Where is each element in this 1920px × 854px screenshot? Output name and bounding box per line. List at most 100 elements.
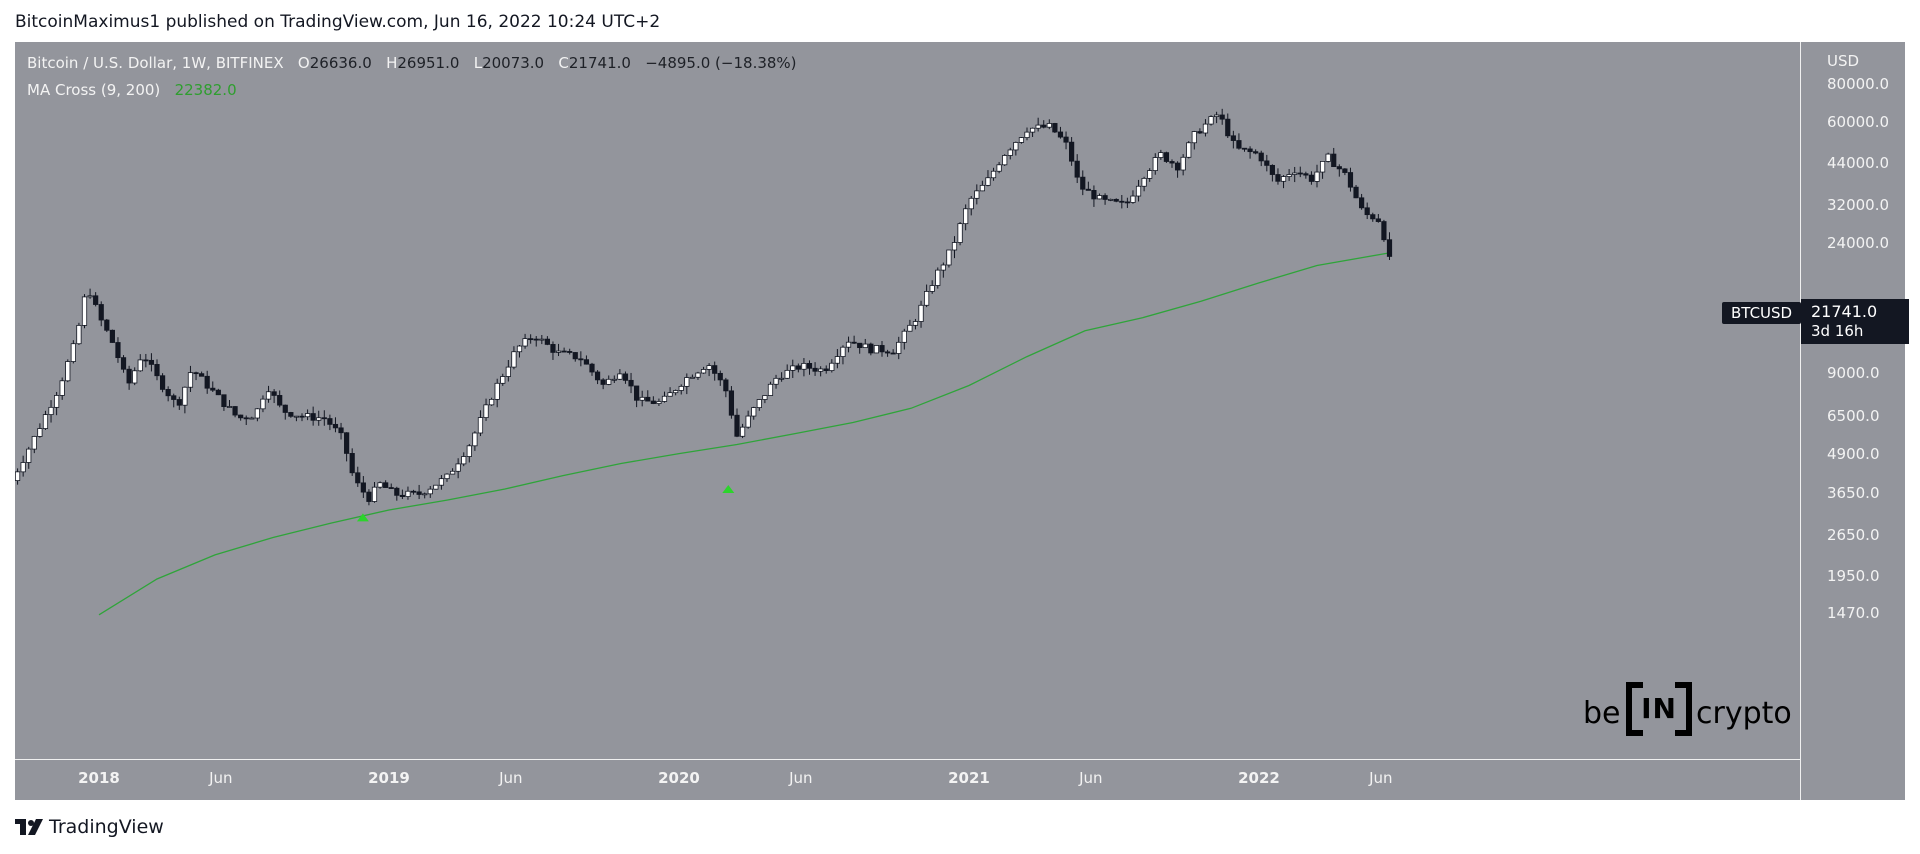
candle [1197,128,1203,134]
candle [1147,168,1153,182]
candle [1085,181,1091,191]
candle [483,398,489,421]
candle [985,170,991,187]
candle [728,386,735,419]
candle [896,336,902,360]
candle [656,398,662,406]
candle [388,483,394,489]
tradingview-icon [15,819,43,835]
candle [1236,133,1242,150]
candle [572,352,578,362]
candle [1091,185,1097,207]
candle [1225,113,1231,139]
low-label: L [473,54,483,72]
time-tick-label: 2021 [948,769,990,787]
candle [873,345,880,354]
candle [1130,190,1136,204]
candle [907,319,913,332]
candle [884,349,891,357]
candle [126,365,132,390]
candle [210,381,216,392]
price-tick-label: 3650.0 [1827,483,1880,502]
candle [310,406,316,426]
candle [394,486,400,501]
candle [1386,232,1393,260]
candle [1119,195,1125,209]
ma-200-line [98,251,1392,616]
candle [661,391,668,403]
candle [120,355,127,373]
candle [851,335,857,344]
candle [879,341,885,357]
candle [1169,159,1175,168]
candle [1013,141,1019,156]
time-tick-label: 2020 [658,769,700,787]
last-price-box: 21741.0 3d 16h [1801,299,1909,344]
candle [115,337,121,363]
legend-header: Bitcoin / U.S. Dollar, 1W, BITFINEX O266… [27,54,797,72]
candle [1331,147,1337,168]
price-axis[interactable] [1800,42,1906,800]
candle [232,406,238,418]
time-tick-label: Jun [209,769,233,787]
candle [1141,176,1147,192]
candle [344,432,350,462]
high-value: 26951.0 [397,54,460,72]
candle [405,486,411,500]
candle [957,222,963,246]
candle [377,481,383,489]
candle [673,389,679,396]
candle [1174,161,1181,178]
price-plot[interactable] [15,42,1800,759]
candle [37,423,43,438]
time-axis[interactable] [15,759,1800,801]
candle [912,318,919,330]
price-tick-label: 1470.0 [1827,604,1880,622]
candle [823,365,829,374]
candle [1002,154,1008,166]
candle [1202,119,1209,137]
candle [109,329,115,343]
candle [617,369,623,381]
symbol-title: Bitcoin / U.S. Dollar, 1W, BITFINEX [27,54,284,72]
candle [990,167,997,181]
candle [1063,131,1069,150]
candle [1269,164,1275,182]
price-tick-label: 24000.0 [1827,234,1890,253]
candle [427,486,433,498]
tradingview-logo[interactable]: TradingView [15,816,164,838]
candle [76,322,82,345]
candle [1214,111,1220,124]
candle [1180,154,1186,176]
candle [868,342,874,356]
candle [143,353,149,368]
candle [511,346,517,370]
chart-container[interactable]: Bitcoin / U.S. Dollar, 1W, BITFINEX O266… [15,42,1909,801]
published-caption: BitcoinMaximus1 published on TradingView… [15,12,661,32]
price-tick-label: 2650.0 [1827,526,1880,544]
time-tick-label: Jun [789,769,813,787]
candle [784,364,790,379]
candle [555,343,562,357]
candle [226,399,233,408]
candle [522,333,528,349]
candle [795,363,801,373]
candle [1280,175,1287,189]
candle [645,390,651,402]
time-tick-label: 2019 [368,769,410,787]
candle [93,292,99,307]
candle [1347,167,1354,192]
candle [1052,122,1058,133]
candle [461,452,467,467]
candle [176,396,182,410]
candle [366,489,372,506]
candle [634,385,640,408]
candle [968,195,974,216]
candle [449,468,456,475]
candle [1253,149,1259,155]
candle [321,410,327,426]
indicator-legend[interactable]: MA Cross (9, 200) 22382.0 [27,81,237,99]
candle [159,373,166,393]
candle [81,294,88,329]
candle [254,408,260,422]
